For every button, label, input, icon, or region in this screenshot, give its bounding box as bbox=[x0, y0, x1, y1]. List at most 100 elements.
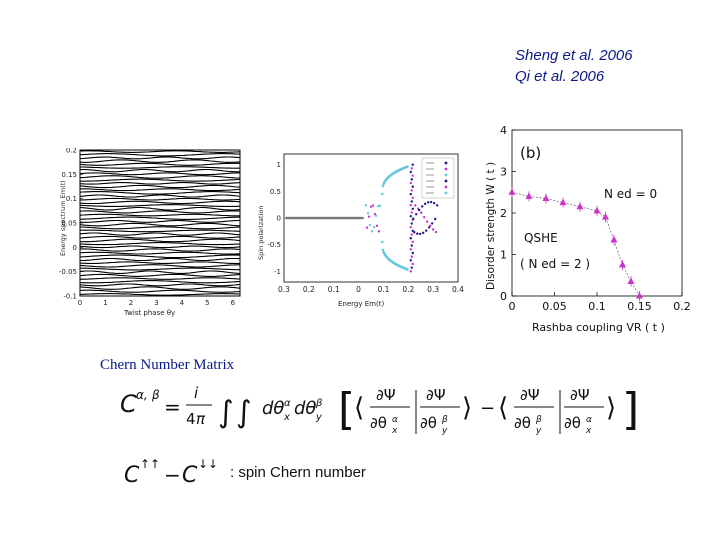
svg-text:−: − bbox=[480, 398, 495, 419]
data-point bbox=[433, 217, 437, 221]
svg-text:α: α bbox=[586, 415, 592, 425]
data-point bbox=[380, 192, 384, 196]
svg-text:∫: ∫ bbox=[236, 395, 252, 430]
data-point bbox=[593, 206, 601, 214]
svg-text:dθ: dθ bbox=[262, 398, 284, 419]
phase-diagram-ylabel: Disorder strength W ( t ) bbox=[485, 162, 497, 290]
svg-text:↑↑: ↑↑ bbox=[140, 457, 160, 471]
legend-marker bbox=[444, 179, 448, 183]
svg-text:[: [ bbox=[338, 384, 355, 435]
data-point bbox=[420, 211, 423, 214]
data-point bbox=[421, 205, 424, 208]
x-tick-label: 0.1 bbox=[328, 285, 340, 294]
data-point bbox=[411, 251, 414, 255]
data-point bbox=[411, 174, 414, 177]
spectrum-band-line bbox=[79, 184, 241, 189]
spectrum-band-line bbox=[80, 229, 241, 233]
legend-marker bbox=[444, 185, 448, 189]
data-point bbox=[413, 231, 416, 234]
x-tick-label: 4 bbox=[180, 299, 185, 307]
spectrum-band-line bbox=[79, 172, 240, 176]
spectrum-band-line bbox=[80, 188, 241, 192]
svg-text:α: α bbox=[392, 415, 398, 425]
annotation-qshe: QSHE bbox=[524, 231, 558, 245]
data-point bbox=[366, 212, 370, 215]
data-point bbox=[409, 237, 412, 240]
y-tick-label: 0 bbox=[277, 215, 281, 223]
data-point bbox=[410, 222, 413, 225]
data-point bbox=[434, 230, 438, 234]
data-point bbox=[380, 240, 384, 244]
spectrum-band-line bbox=[79, 273, 241, 277]
data-point bbox=[368, 223, 372, 227]
annotation-ned-2: ( N ed = 2 ) bbox=[520, 257, 590, 271]
data-point bbox=[409, 192, 412, 196]
data-point bbox=[576, 202, 584, 210]
y-tick-label: -0.05 bbox=[59, 268, 77, 276]
svg-text:y: y bbox=[535, 426, 542, 436]
data-point bbox=[410, 255, 413, 258]
spectrum-band-line bbox=[79, 213, 240, 217]
y-tick-label: 0 bbox=[73, 244, 77, 252]
spectrum-band-line bbox=[79, 222, 241, 227]
spectrum-band-line bbox=[79, 254, 241, 259]
svg-text:]: ] bbox=[622, 384, 638, 435]
svg-text:β: β bbox=[315, 398, 323, 409]
y-tick-label: 4 bbox=[500, 126, 507, 137]
y-tick-label: 0.5 bbox=[270, 188, 281, 196]
data-point bbox=[411, 185, 414, 188]
energy-spectrum-ylabel: Energy spectrum Em(t) bbox=[59, 180, 67, 256]
data-point bbox=[410, 211, 413, 214]
spectrum-band-line bbox=[79, 166, 240, 169]
data-point bbox=[636, 292, 643, 299]
data-point bbox=[419, 232, 422, 236]
data-point bbox=[435, 204, 439, 207]
spectrum-band-line bbox=[79, 242, 241, 246]
legend-marker bbox=[444, 161, 448, 165]
data-point bbox=[422, 231, 425, 235]
data-point bbox=[411, 163, 414, 166]
spectrum-band-line bbox=[79, 289, 241, 293]
spectrum-band-line bbox=[79, 267, 241, 271]
spectrum-band-line bbox=[79, 162, 241, 166]
y-tick-label: 1 bbox=[500, 249, 507, 262]
spin-polarization-chart: 1 0.5 0 -0.5 -1 0.3 0.2 0.1 0 0.1 0.2 0.3 0.4 Spin … bbox=[254, 150, 464, 310]
data-point bbox=[409, 181, 412, 185]
spectrum-band-line bbox=[79, 232, 241, 236]
spin-polarization-xlabel: Energy Em(t) bbox=[338, 300, 384, 308]
svg-text:∂θ: ∂θ bbox=[420, 414, 437, 432]
spectrum-band-line bbox=[79, 270, 241, 274]
data-point bbox=[409, 203, 412, 207]
y-tick-label: 0.15 bbox=[61, 171, 77, 179]
svg-text:α: α bbox=[284, 398, 291, 409]
svg-text:x: x bbox=[391, 426, 398, 436]
spectrum-band-line bbox=[79, 200, 241, 205]
svg-text:y: y bbox=[315, 412, 323, 423]
data-point bbox=[409, 214, 412, 218]
data-point bbox=[370, 230, 374, 233]
energy-spectrum-chart: 0.2 0.15 0.1 0.05 0 -0.05 -0.1 0 1 2 3 4 5 6 Energy … bbox=[58, 147, 248, 318]
legend-marker bbox=[444, 191, 448, 195]
data-point bbox=[412, 217, 415, 220]
spectrum-band-line bbox=[79, 153, 241, 157]
spectrum-band-line bbox=[80, 257, 241, 262]
x-tick-label: 0.1 bbox=[588, 300, 606, 313]
svg-text:∂Ψ: ∂Ψ bbox=[376, 386, 396, 404]
svg-text:C: C bbox=[124, 463, 140, 488]
svg-text:⟩: ⟩ bbox=[462, 393, 472, 423]
spectrum-band-line bbox=[79, 293, 241, 296]
svg-text:y: y bbox=[441, 426, 448, 436]
y-tick-label: 3 bbox=[500, 166, 507, 179]
svg-text:⟨: ⟨ bbox=[354, 393, 364, 423]
spectrum-band-line bbox=[80, 178, 241, 182]
y-tick-label: 0.05 bbox=[61, 220, 77, 228]
data-point bbox=[377, 230, 381, 233]
svg-text:=: = bbox=[164, 395, 181, 419]
data-point bbox=[369, 205, 373, 208]
x-tick-label: 0.2 bbox=[402, 285, 414, 294]
spectrum-band-line bbox=[79, 283, 241, 287]
spectrum-band-line bbox=[79, 216, 241, 220]
data-point bbox=[375, 224, 379, 228]
data-point bbox=[406, 268, 409, 271]
y-tick-label: -1 bbox=[274, 268, 281, 276]
